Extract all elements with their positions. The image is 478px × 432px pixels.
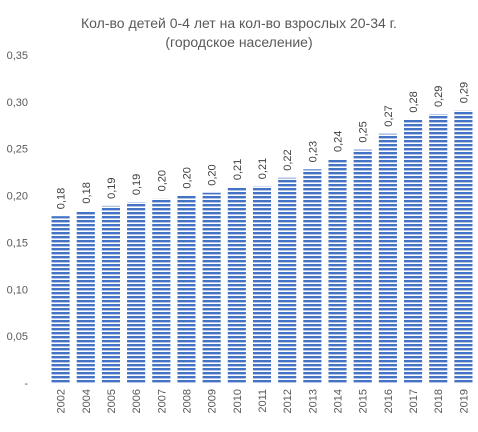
bar <box>353 149 372 383</box>
data-label: 0,20 <box>181 167 193 188</box>
y-tick-label: 0,25 <box>7 144 28 156</box>
x-tick-label: 2002 <box>56 389 68 413</box>
bar <box>76 210 95 383</box>
x-axis-labels: 2002 2004 2005 2006 2007 2008 2009 2010 2011 2012… <box>56 389 471 413</box>
bars <box>51 110 473 384</box>
bar <box>403 119 423 384</box>
data-labels: 0,18 0,18 0,19 0,19 0,20 0,20 0,20 0,21 0,21 0,22… <box>56 82 471 209</box>
data-label: 0,29 <box>433 86 445 107</box>
y-tick-label: 0,35 <box>7 50 28 62</box>
y-tick-label: 0,30 <box>7 97 28 109</box>
bar <box>429 114 448 383</box>
bar <box>51 216 70 383</box>
data-label: 0,21 <box>232 159 244 180</box>
x-tick-label: 2015 <box>358 389 370 413</box>
chart-title-line-1: Кол-во детей 0-4 лет на кол-во взрослых … <box>81 15 397 31</box>
y-tick-label: 0,20 <box>7 191 28 203</box>
x-tick-label: 2010 <box>232 389 244 413</box>
data-label: 0,18 <box>56 188 68 209</box>
chart-title: Кол-во детей 0-4 лет на кол-во взрослых … <box>0 14 478 52</box>
y-axis-labels: - 0,05 0,10 0,15 0,20 0,25 0,30 0,35 <box>7 50 29 390</box>
x-tick-label: 2019 <box>458 389 470 413</box>
x-tick-label: 2008 <box>181 389 193 413</box>
bar <box>101 205 121 383</box>
data-label: 0,29 <box>458 82 470 103</box>
data-label: 0,28 <box>408 91 420 112</box>
bar <box>278 177 297 383</box>
bar <box>227 187 246 383</box>
data-label: 0,24 <box>333 131 345 152</box>
x-tick-label: 2016 <box>383 389 395 413</box>
y-tick-label: - <box>24 378 28 390</box>
y-tick-label: 0,10 <box>7 284 28 296</box>
x-tick-label: 2005 <box>106 389 118 413</box>
x-tick-label: 2017 <box>408 389 420 413</box>
data-label: 0,20 <box>207 164 219 185</box>
data-label: 0,27 <box>383 105 395 126</box>
bar <box>328 159 347 383</box>
bar <box>454 110 473 383</box>
y-tick-label: 0,15 <box>7 237 28 249</box>
x-tick-label: 2018 <box>433 389 445 413</box>
chart-title-line-2: (городское население) <box>165 34 313 50</box>
x-tick-label: 2009 <box>207 389 219 413</box>
x-tick-label: 2006 <box>131 389 143 413</box>
x-tick-label: 2007 <box>156 389 168 413</box>
data-label: 0,18 <box>81 182 93 203</box>
y-tick-label: 0,05 <box>7 331 28 343</box>
x-tick-label: 2012 <box>282 389 294 413</box>
data-label: 0,19 <box>106 177 118 198</box>
x-tick-label: 2013 <box>307 389 319 413</box>
bar <box>127 202 146 383</box>
data-label: 0,25 <box>358 121 370 142</box>
x-tick-label: 2011 <box>257 389 269 413</box>
data-label: 0,19 <box>131 174 143 195</box>
bar <box>252 186 272 383</box>
bar <box>152 198 171 383</box>
bar <box>202 192 221 383</box>
data-label: 0,23 <box>307 141 319 162</box>
bar <box>177 195 196 383</box>
bar <box>378 133 397 383</box>
data-label: 0,20 <box>156 170 168 191</box>
data-label: 0,22 <box>282 149 294 170</box>
bar <box>303 169 322 383</box>
x-tick-label: 2014 <box>333 389 345 413</box>
x-tick-label: 2004 <box>81 389 93 413</box>
data-label: 0,21 <box>257 158 269 179</box>
